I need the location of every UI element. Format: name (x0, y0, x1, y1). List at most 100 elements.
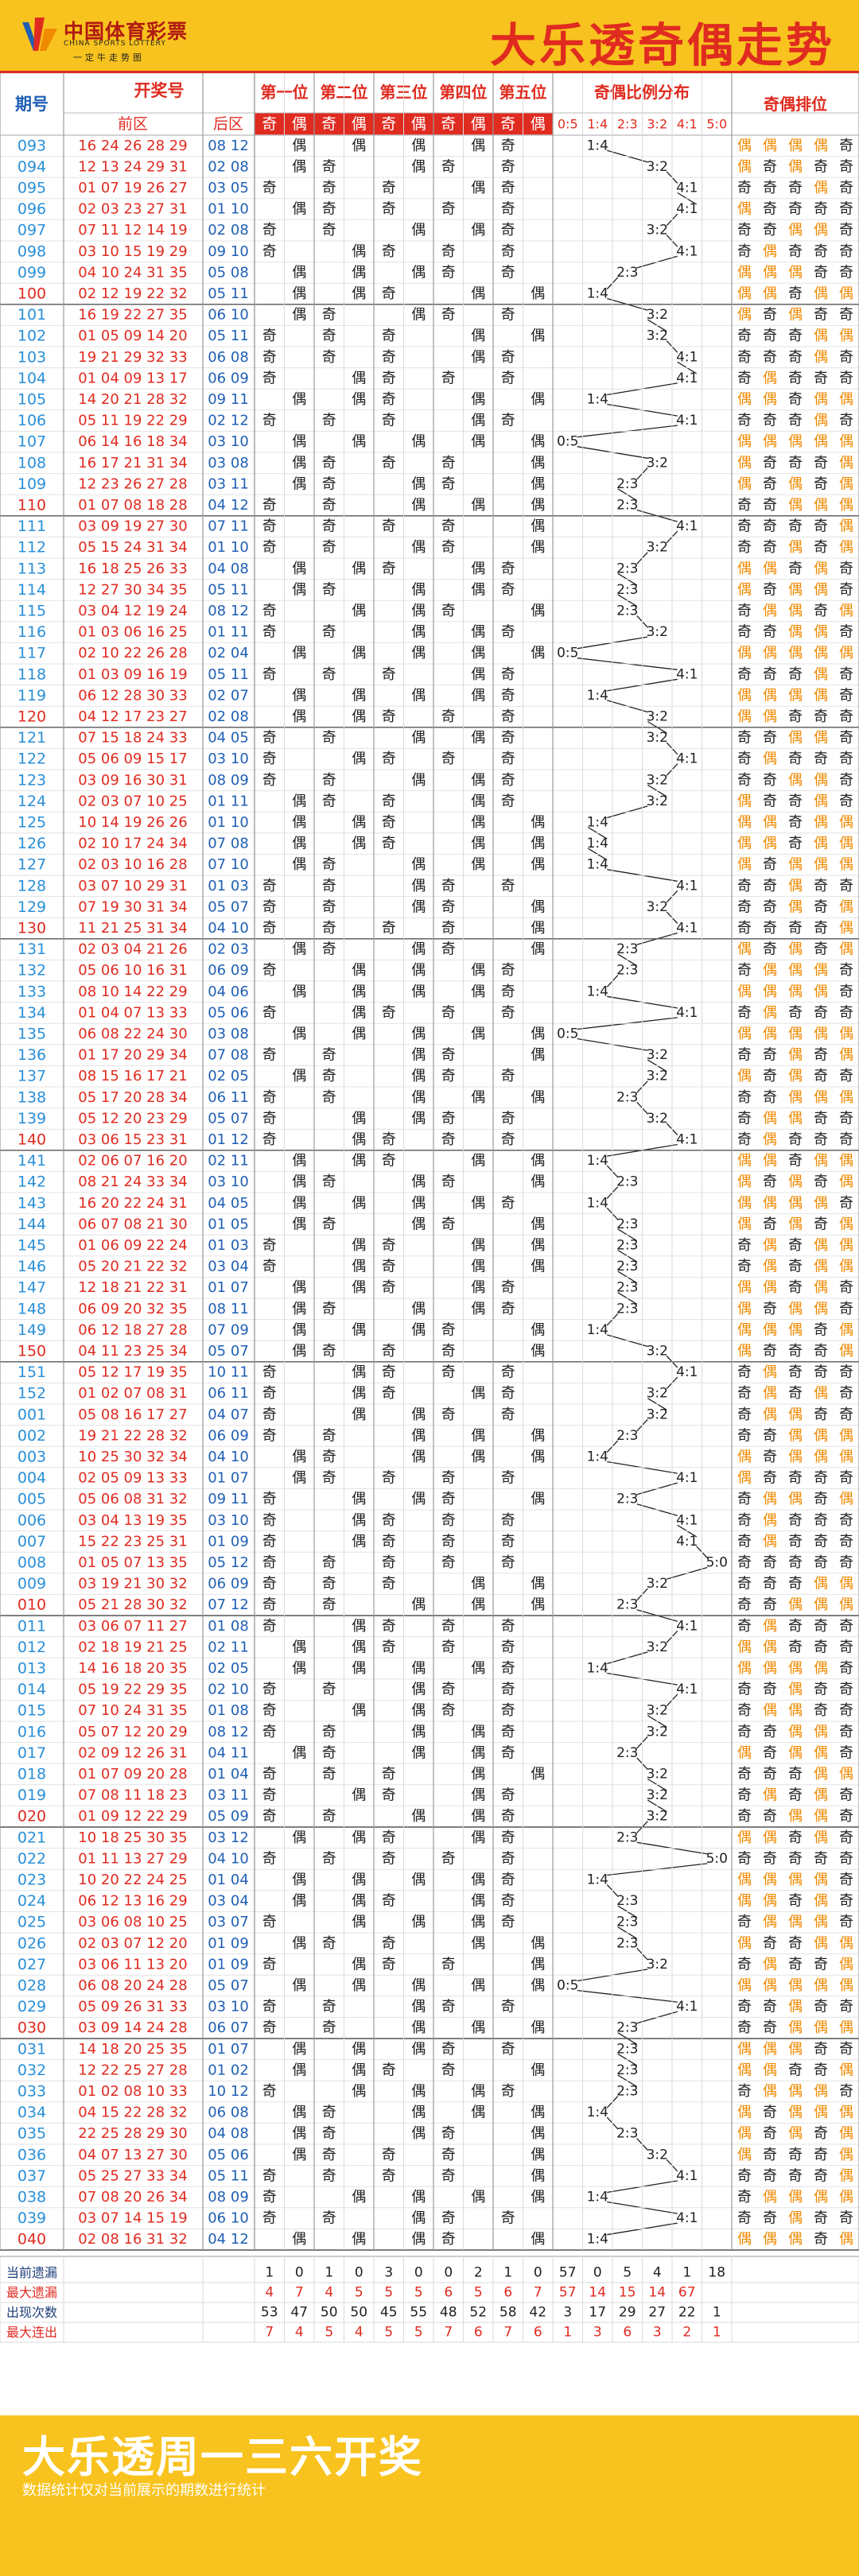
arrangement-mark: 奇 (788, 1470, 803, 1487)
stats-value: 0 (534, 2265, 542, 2281)
front-numbers: 10 20 22 24 25 (78, 1872, 187, 1888)
odd-mark: 奇 (382, 201, 396, 218)
arrangement-mark: 奇 (788, 814, 803, 831)
odd-mark: 奇 (262, 1914, 277, 1930)
back-numbers: 01 04 (208, 1872, 249, 1888)
arrangement-mark: 偶 (737, 285, 752, 302)
arrangement-mark: 奇 (737, 603, 752, 619)
header-ratio-label: 4:1 (677, 117, 698, 132)
back-numbers: 05 11 (208, 285, 249, 302)
ratio-value: 1:4 (587, 2232, 608, 2248)
back-numbers: 06 08 (208, 2105, 249, 2121)
even-mark: 偶 (411, 730, 426, 747)
even-mark: 偶 (471, 730, 485, 747)
even-mark: 偶 (352, 370, 366, 386)
arrangement-mark: 奇 (814, 2231, 828, 2248)
arrangement-mark: 奇 (737, 1406, 752, 1423)
stats-value: 7 (265, 2325, 274, 2341)
arrangement-mark: 奇 (814, 1321, 828, 1338)
even-mark: 偶 (352, 1237, 366, 1254)
even-mark: 偶 (411, 581, 426, 598)
even-mark: 偶 (531, 455, 545, 471)
arrangement-mark: 奇 (839, 878, 853, 894)
header-front-zone: 前区 (118, 115, 148, 133)
arrangement-mark: 偶 (737, 2231, 752, 2248)
ratio-value: 4:1 (676, 243, 698, 259)
arrangement-mark: 偶 (814, 2083, 828, 2100)
arrangement-mark: 偶 (788, 1174, 803, 1190)
odd-mark: 奇 (322, 1935, 336, 1952)
arrangement-mark: 偶 (839, 1174, 853, 1190)
arrangement-mark: 偶 (814, 1829, 828, 1846)
period-number: 031 (17, 2040, 46, 2058)
odd-mark: 奇 (441, 1174, 456, 1190)
back-numbers: 04 05 (208, 1195, 249, 1212)
odd-mark: 奇 (382, 413, 396, 429)
odd-mark: 奇 (441, 898, 456, 915)
arrangement-mark: 偶 (737, 1068, 752, 1084)
front-numbers: 05 25 27 33 34 (78, 2167, 187, 2184)
back-numbers: 02 04 (208, 645, 249, 661)
even-mark: 偶 (352, 1385, 366, 1402)
back-numbers: 04 08 (208, 561, 249, 577)
arrangement-mark: 偶 (788, 603, 803, 619)
arrangement-mark: 奇 (737, 1724, 752, 1740)
odd-mark: 奇 (382, 1259, 396, 1275)
arrangement-mark: 奇 (737, 878, 752, 894)
arrangement-mark: 偶 (814, 856, 828, 873)
even-mark: 偶 (411, 2019, 426, 2036)
arrangement-mark: 偶 (763, 2083, 777, 2100)
even-mark: 偶 (411, 1999, 426, 2015)
arrangement-mark: 奇 (763, 201, 777, 218)
back-numbers: 07 09 (208, 1321, 249, 1338)
back-numbers: 04 10 (208, 1850, 249, 1867)
period-number: 011 (17, 1617, 46, 1635)
arrangement-mark: 偶 (763, 1872, 777, 1888)
arrangement-mark: 奇 (814, 1850, 828, 1867)
front-numbers: 01 02 07 08 31 (78, 1385, 187, 1402)
odd-mark: 奇 (441, 307, 456, 324)
arrangement-mark: 奇 (839, 1131, 853, 1148)
stats-value: 3 (384, 2265, 393, 2281)
even-mark: 偶 (531, 1427, 545, 1444)
arrangement-mark: 奇 (763, 307, 777, 324)
arrangement-mark: 奇 (763, 455, 777, 471)
period-number: 005 (17, 1491, 46, 1508)
even-mark: 偶 (531, 391, 545, 408)
odd-mark: 奇 (501, 222, 515, 239)
even-mark: 偶 (531, 1343, 545, 1360)
odd-mark: 奇 (262, 180, 277, 196)
arrangement-mark: 奇 (763, 1999, 777, 2015)
odd-mark: 奇 (382, 243, 396, 260)
period-number: 026 (17, 1934, 46, 1952)
even-mark: 偶 (411, 1110, 426, 1127)
table-row: 123 03 09 16 30 31 08 09 奇奇偶偶奇 3:2 奇奇偶偶奇 (17, 771, 853, 789)
back-numbers: 08 12 (208, 1724, 249, 1740)
odd-mark: 奇 (501, 1279, 515, 1296)
arrangement-mark: 奇 (839, 1512, 853, 1529)
back-numbers: 03 10 (208, 1999, 249, 2015)
arrangement-mark: 偶 (839, 539, 853, 556)
table-row: 039 03 07 14 15 19 06 10 奇奇偶奇奇 4:1 奇奇偶奇奇 (17, 2209, 853, 2227)
arrangement-mark: 奇 (737, 370, 752, 386)
even-mark: 偶 (471, 1385, 485, 1402)
front-numbers: 05 09 26 31 33 (78, 1999, 187, 2015)
back-numbers: 05 07 (208, 1110, 249, 1127)
period-number: 102 (17, 328, 46, 345)
even-mark: 偶 (352, 243, 366, 260)
arrangement-mark: 奇 (814, 1406, 828, 1423)
stats-value: 5 (384, 2285, 393, 2301)
even-mark: 偶 (471, 1596, 485, 1613)
ratio-value: 1:4 (587, 286, 608, 302)
even-mark: 偶 (531, 2189, 545, 2206)
ratio-value: 3:2 (647, 1344, 668, 1360)
odd-mark: 奇 (322, 1216, 336, 1232)
ratio-value: 2:3 (616, 1935, 638, 1951)
period-number: 016 (17, 1723, 46, 1740)
back-numbers: 09 11 (208, 391, 249, 408)
ratio-value: 3:2 (647, 455, 668, 471)
arrangement-mark: 偶 (763, 1385, 777, 1402)
arrangement-mark: 偶 (788, 1449, 803, 1465)
arrangement-mark: 偶 (839, 814, 853, 831)
